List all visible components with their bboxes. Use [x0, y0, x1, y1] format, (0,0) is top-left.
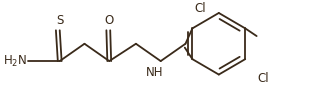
Text: Cl: Cl: [194, 2, 206, 15]
Text: NH: NH: [146, 66, 164, 79]
Text: S: S: [56, 14, 64, 27]
Text: Cl: Cl: [257, 72, 268, 85]
Text: $\mathsf{H_2N}$: $\mathsf{H_2N}$: [3, 54, 27, 69]
Text: O: O: [105, 14, 114, 27]
